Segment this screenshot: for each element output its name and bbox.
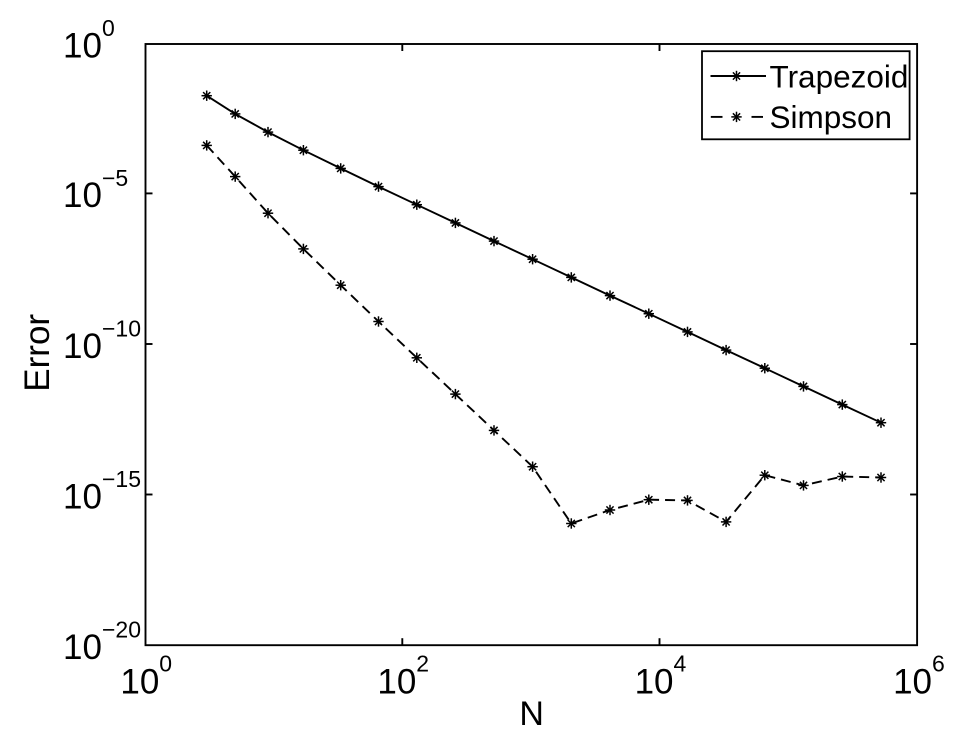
svg-text:6: 6 (932, 650, 945, 676)
svg-text:0: 0 (159, 650, 172, 676)
svg-text:10: 10 (377, 662, 416, 701)
svg-text:10: 10 (635, 662, 674, 701)
svg-text:−15: −15 (102, 466, 141, 492)
svg-text:10: 10 (63, 477, 102, 516)
svg-text:−5: −5 (102, 165, 128, 191)
svg-text:2: 2 (416, 650, 429, 676)
svg-text:Error: Error (18, 314, 57, 392)
svg-text:10: 10 (63, 26, 102, 65)
svg-text:10: 10 (120, 662, 159, 701)
svg-text:−10: −10 (102, 316, 141, 342)
svg-text:4: 4 (674, 650, 687, 676)
svg-text:10: 10 (63, 628, 102, 667)
svg-text:Simpson: Simpson (770, 99, 893, 135)
svg-text:0: 0 (102, 15, 115, 41)
svg-text:10: 10 (63, 176, 102, 215)
svg-text:−20: −20 (102, 617, 141, 643)
svg-text:10: 10 (893, 662, 932, 701)
svg-text:N: N (519, 695, 544, 733)
svg-text:Trapezoid: Trapezoid (770, 58, 909, 94)
svg-text:10: 10 (63, 327, 102, 366)
